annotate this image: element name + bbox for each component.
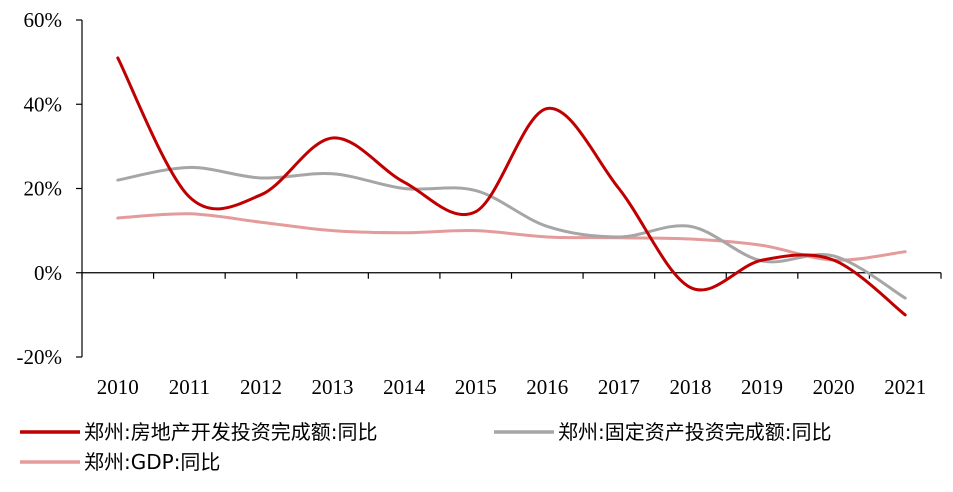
y-tick-label: 40% [24, 92, 63, 116]
y-tick-label: 60% [24, 8, 63, 32]
x-tick-label: 2018 [669, 375, 711, 399]
legend-item-gdp: 郑州:GDP:同比 [20, 450, 220, 474]
series-lines [116, 56, 907, 317]
x-tick-label: 2019 [741, 375, 783, 399]
x-tick-label: 2016 [526, 375, 568, 399]
x-tick-label: 2015 [455, 375, 497, 399]
legend-label: 郑州:房地产开发投资完成额:同比 [84, 420, 377, 444]
series-line-real-estate-investment [116, 56, 907, 317]
y-tick-label: 0% [34, 261, 62, 285]
x-tick-label: 2017 [598, 375, 640, 399]
y-tick-labels: 60% 40% 20% 0% -20% [17, 8, 63, 369]
x-tick-label: 2013 [312, 375, 354, 399]
x-tick-label: 2020 [813, 375, 855, 399]
x-tick-label: 2010 [97, 375, 139, 399]
x-tick-label: 2021 [884, 375, 926, 399]
y-tick-label: -20% [17, 345, 63, 369]
x-tick-label: 2011 [169, 375, 210, 399]
legend-label: 郑州:固定资产投资完成额:同比 [558, 420, 831, 444]
legend-item-fixed-asset-investment: 郑州:固定资产投资完成额:同比 [494, 420, 831, 444]
legend-label: 郑州:GDP:同比 [84, 450, 220, 474]
series-line-gdp [116, 212, 907, 262]
x-tick-label: 2014 [383, 375, 426, 399]
legend-item-real-estate-investment: 郑州:房地产开发投资完成额:同比 [20, 420, 377, 444]
x-tick-label: 2012 [240, 375, 282, 399]
y-tick-label: 20% [24, 177, 63, 201]
x-tick-labels: 2010 2011 2012 2013 2014 2015 2016 2017 2018 2019… [97, 375, 926, 399]
axes [76, 19, 942, 358]
series-line-fixed-asset-investment [116, 165, 907, 300]
